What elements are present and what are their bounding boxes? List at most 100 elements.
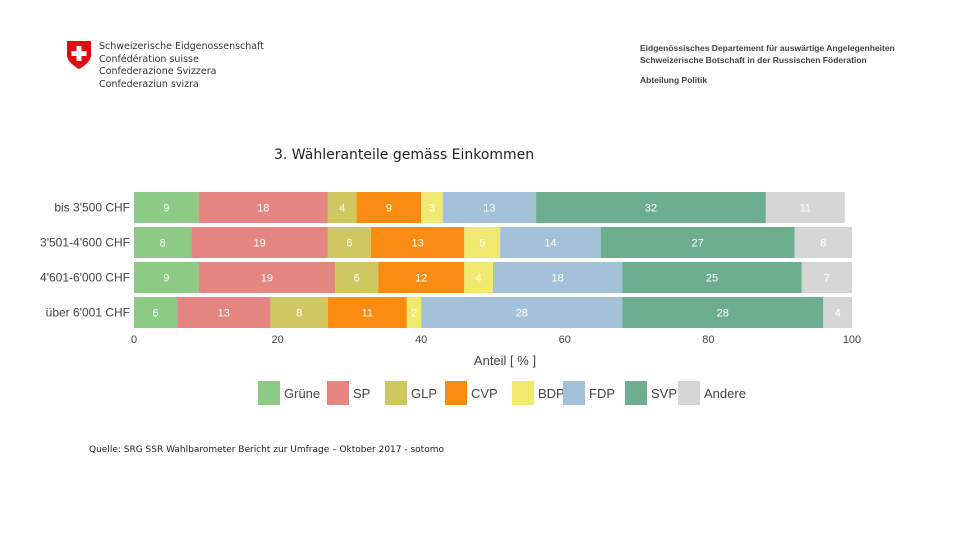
department-name: Eidgenössisches Departement für auswärti… [640, 43, 895, 53]
bar-value-label: 7 [824, 273, 830, 285]
bar-value-label: 8 [820, 238, 826, 250]
bar-segment-cvp [327, 297, 407, 328]
x-tick-label: 80 [702, 334, 714, 346]
legend-swatch [512, 381, 534, 405]
bar-value-label: 11 [800, 203, 811, 215]
bar-segment-cvp [356, 192, 422, 223]
bar-segment-svp [622, 297, 824, 328]
bar-segment-sp [198, 262, 336, 293]
legend-swatch [678, 381, 700, 405]
bars-group: 9 18 4 9 3 13 32 11 8 19 6 13 5 14 27 8 9 19 6 12 4 18 25 7 6 13 8… [134, 192, 852, 328]
legend-label: FDP [589, 386, 615, 401]
bar-segment-andere [765, 192, 845, 223]
legend-label: CVP [471, 386, 498, 401]
confederation-names: Schweizerische Eidgenossenschaft Confédé… [99, 41, 264, 91]
category-labels: bis 3'500 CHF 3'501-4'600 CHF 4'601-6'000 … [40, 201, 130, 320]
category-label: über 6'001 CHF [46, 306, 130, 320]
bar-segment-bdp [406, 297, 422, 328]
legend-swatch [258, 381, 280, 405]
bar-segment-bdp [421, 192, 443, 223]
bar-value-label: 6 [152, 308, 158, 320]
legend-swatch [445, 381, 467, 405]
bar-segment-grüne [134, 297, 178, 328]
bar-segment-grüne [134, 192, 199, 223]
x-tick-label: 0 [131, 334, 137, 346]
legend-swatch [625, 381, 647, 405]
legend-swatch [385, 381, 407, 405]
legend-label: SVP [651, 386, 677, 401]
bar-segment-fdp [493, 262, 623, 293]
confed-line-fr: Confédération suisse [99, 53, 199, 65]
bar-value-label: 18 [551, 273, 563, 285]
bar-value-label: 14 [544, 238, 556, 250]
confed-line-rm: Confederaziun svizra [99, 78, 199, 90]
bar-segment-cvp [370, 227, 465, 258]
bar-value-label: 32 [645, 203, 657, 215]
bar-value-label: 9 [386, 203, 392, 215]
bar-segment-grüne [134, 262, 199, 293]
x-tick-label: 100 [843, 334, 861, 346]
bar-value-label: 28 [717, 308, 729, 320]
swiss-cross-logo [66, 40, 92, 75]
bar-value-label: 2 [411, 308, 417, 320]
bar-value-label: 8 [160, 238, 166, 250]
x-axis-ticks: 0 20 40 60 80 100 [131, 334, 861, 346]
bar-segment-sp [177, 297, 271, 328]
bar-value-label: 13 [483, 203, 495, 215]
legend-swatch [563, 381, 585, 405]
bar-segment-fdp [500, 227, 601, 258]
x-tick-label: 60 [559, 334, 571, 346]
source-note: Quelle: SRG SSR Wahlbarometer Bericht zu… [89, 445, 444, 455]
bar-segment-svp [622, 262, 802, 293]
bar-value-label: 11 [362, 308, 373, 320]
bar-value-label: 4 [835, 308, 841, 320]
bar-value-label: 18 [257, 203, 269, 215]
category-label: 4'601-6'000 CHF [40, 271, 130, 285]
legend-label: GLP [411, 386, 437, 401]
bar-segment-sp [191, 227, 328, 258]
slide-title: 3. Wähleranteile gemäss Einkommen [274, 147, 535, 163]
bar-segment-andere [801, 262, 852, 293]
bar-value-label: 3 [429, 203, 435, 215]
x-tick-label: 20 [271, 334, 283, 346]
division-name: Abteilung Politik [640, 75, 708, 85]
bar-segment-glp [327, 227, 371, 258]
bar-segment-svp [600, 227, 795, 258]
bar-segment-andere [823, 297, 852, 328]
legend: Grüne SP GLP CVP BDP FDP SVP Andere [258, 381, 746, 405]
bar-value-label: 9 [163, 203, 169, 215]
x-tick-label: 40 [415, 334, 427, 346]
bar-value-label: 6 [346, 238, 352, 250]
legend-label: Andere [704, 386, 746, 401]
category-label: 3'501-4'600 CHF [40, 236, 130, 250]
bar-value-label: 19 [254, 238, 266, 250]
bar-segment-glp [327, 192, 357, 223]
bar-value-label: 5 [479, 238, 485, 250]
legend-label: Grüne [284, 386, 320, 401]
legend-swatch [327, 381, 349, 405]
confed-line-it: Confederazione Svizzera [99, 66, 217, 77]
bar-value-label: 13 [218, 308, 230, 320]
embassy-name: Schweizerische Botschaft in der Russisch… [640, 55, 867, 65]
bar-value-label: 19 [261, 273, 273, 285]
department-header: Eidgenössisches Departement für auswärti… [640, 42, 895, 86]
bar-segment-sp [198, 192, 328, 223]
bar-segment-bdp [464, 262, 493, 293]
bar-value-label: 27 [692, 238, 704, 250]
confed-line-de: Schweizerische Eidgenossenschaft [99, 41, 265, 52]
bar-segment-grüne [134, 227, 192, 258]
category-label: bis 3'500 CHF [54, 201, 130, 215]
bar-segment-glp [270, 297, 328, 328]
bar-value-label: 25 [706, 273, 718, 285]
bar-value-label: 9 [163, 273, 169, 285]
bar-value-label: 13 [411, 238, 423, 250]
bar-value-label: 12 [415, 273, 427, 285]
legend-label: SP [353, 386, 370, 401]
bar-segment-svp [536, 192, 766, 223]
bar-value-label: 8 [296, 308, 302, 320]
bar-segment-bdp [464, 227, 501, 258]
bar-value-label: 4 [339, 203, 345, 215]
x-axis-title: Anteil [ % ] [474, 353, 536, 368]
bar-segment-fdp [421, 297, 623, 328]
bar-segment-fdp [442, 192, 537, 223]
